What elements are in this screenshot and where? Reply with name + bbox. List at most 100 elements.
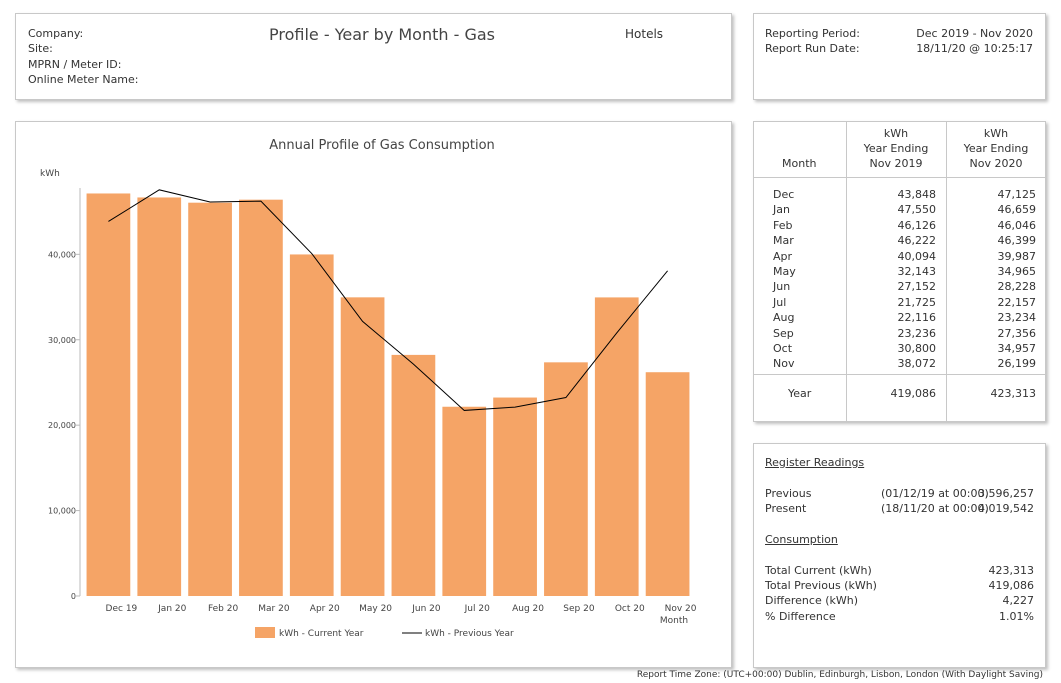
mprn-label: MPRN / Meter ID: <box>28 58 122 71</box>
gas-consumption-chart: Annual Profile of Gas Consumption kWh 0 1… <box>40 138 697 639</box>
table-cell-curr: 47,125 <box>997 188 1037 201</box>
bar-current-year <box>645 372 690 596</box>
table-cell-prev: 21,725 <box>897 295 937 309</box>
table-cell-curr: 27,356 <box>997 326 1037 340</box>
bar-current-year <box>239 199 283 596</box>
online-meter-label: Online Meter Name: <box>28 73 139 86</box>
previous-value: 3,596,257 <box>978 487 1034 500</box>
timezone-footer: Report Time Zone: (UTC+00:00) Dublin, Ed… <box>636 670 1043 680</box>
table-cell-month: Oct <box>773 342 793 355</box>
col-header-prev-line3: Nov 2019 <box>869 157 923 170</box>
bar-current-year <box>493 397 537 596</box>
table-cell-prev: 47,550 <box>897 203 937 217</box>
run-date-value: 18/11/20 @ 10:25:17 <box>916 42 1033 55</box>
table-cell-curr: 22,157 <box>997 295 1037 309</box>
y-tick-label: 10,000 <box>48 507 76 516</box>
table-cell-prev: 30,800 <box>897 342 937 355</box>
table-cell-curr: 46,659 <box>997 203 1037 217</box>
x-tick-label: May 20 <box>359 604 392 614</box>
table-cell-prev: 32,143 <box>897 265 937 278</box>
x-tick-label: Apr 20 <box>310 604 340 614</box>
difference-label: Difference (kWh) <box>765 594 859 607</box>
table-cell-month: May <box>773 265 796 278</box>
col-header-curr-line2: Year Ending <box>963 142 1029 155</box>
table-cell-curr: 39,987 <box>997 249 1037 263</box>
company-label: Company: <box>28 27 84 40</box>
bar-current-year <box>442 406 487 596</box>
total-curr: 423,313 <box>990 387 1037 400</box>
bar-current-year <box>137 197 182 596</box>
previous-label: Previous <box>765 487 812 500</box>
register-readings-panel: Register Readings Previous (01/12/19 at … <box>753 443 1046 668</box>
pct-difference-label: % Difference <box>765 610 836 623</box>
chart-title: Annual Profile of Gas Consumption <box>269 138 495 153</box>
bar-current-year <box>594 297 639 596</box>
table-cell-month: Jun <box>773 280 791 294</box>
y-tick-label: 30,000 <box>48 336 76 345</box>
table-cell-prev: 22,116 <box>897 311 937 325</box>
category-label: Hotels <box>625 27 664 41</box>
table-divider <box>846 122 847 421</box>
table-cell-prev: 23,236 <box>897 326 937 340</box>
col-header-prev: kWh Year Ending Nov 2019 <box>846 126 946 171</box>
table-cell-month: Jul <box>773 295 787 309</box>
table-cell-month: Sep <box>773 326 794 340</box>
bar-current-year <box>289 254 334 596</box>
present-label: Present <box>765 502 807 515</box>
reporting-period-panel: Reporting Period: Dec 2019 - Nov 2020 Re… <box>753 13 1046 100</box>
col-header-curr-unit: kWh <box>983 127 1009 140</box>
x-tick-label: Nov 20 <box>665 604 697 614</box>
present-value: 4,019,542 <box>978 502 1034 515</box>
table-cell-prev: 46,126 <box>897 218 937 232</box>
col-header-curr-line3: Nov 2020 <box>969 157 1023 170</box>
report-title: Profile - Year by Month - Gas <box>269 25 495 44</box>
legend-label-previous-year: kWh - Previous Year <box>425 629 514 639</box>
total-prev: 419,086 <box>890 387 937 400</box>
y-tick-label: 0 <box>71 592 76 601</box>
col-header-curr: kWh Year Ending Nov 2020 <box>946 126 1046 171</box>
total-label: Year <box>788 387 812 400</box>
total-current-value: 423,313 <box>988 564 1035 577</box>
table-cell-month: Mar <box>773 234 794 248</box>
table-cell-curr: 34,965 <box>997 265 1037 278</box>
reporting-period-label: Reporting Period: <box>765 27 860 40</box>
site-label: Site: <box>28 42 53 55</box>
col-header-prev-unit: kWh <box>883 127 909 140</box>
total-current-label: Total Current (kWh) <box>765 564 872 577</box>
table-cell-month: Jan <box>773 203 790 217</box>
x-tick-label: Dec 19 <box>106 604 138 614</box>
reporting-period-value: Dec 2019 - Nov 2020 <box>916 27 1033 40</box>
bar-current-year <box>340 297 385 596</box>
table-cell-curr: 23,234 <box>997 311 1037 325</box>
table-cell-prev: 43,848 <box>897 188 937 201</box>
table-divider <box>754 374 1045 375</box>
bar-current-year <box>86 193 131 596</box>
report-header-panel: Company: Site: MPRN / Meter ID: Online M… <box>15 13 732 100</box>
table-cell-prev: 46,222 <box>897 234 937 248</box>
table-cell-curr: 26,199 <box>997 357 1037 371</box>
chart-panel: Annual Profile of Gas Consumption kWh 0 1… <box>15 121 732 668</box>
table-cell-curr: 46,399 <box>997 234 1037 248</box>
table-cell-month: Aug <box>773 311 795 325</box>
x-tick-label: Feb 20 <box>208 604 239 614</box>
table-cell-month: Feb <box>773 218 793 232</box>
table-cell-month: Dec <box>773 188 795 201</box>
total-previous-value: 419,086 <box>988 579 1035 592</box>
legend-swatch-current-year <box>255 627 275 638</box>
consumption-heading: Consumption <box>765 533 838 546</box>
table-cell-curr: 28,228 <box>997 280 1037 294</box>
pct-difference-value: 1.01% <box>999 610 1034 623</box>
bar-current-year <box>391 354 436 596</box>
y-tick-label: 40,000 <box>48 250 76 259</box>
col-header-month: Month <box>782 157 817 170</box>
x-tick-label: Jun 20 <box>411 604 441 614</box>
x-tick-label: Sep 20 <box>563 604 595 614</box>
col-header-prev-line2: Year Ending <box>863 142 929 155</box>
table-cell-prev: 38,072 <box>897 357 937 371</box>
legend-label-current-year: kWh - Current Year <box>279 629 364 639</box>
total-previous-label: Total Previous (kWh) <box>765 579 877 592</box>
table-cell-curr: 34,957 <box>997 342 1037 355</box>
bar-current-year <box>544 362 588 596</box>
difference-value: 4,227 <box>1002 594 1035 607</box>
x-tick-label: Mar 20 <box>258 604 290 614</box>
